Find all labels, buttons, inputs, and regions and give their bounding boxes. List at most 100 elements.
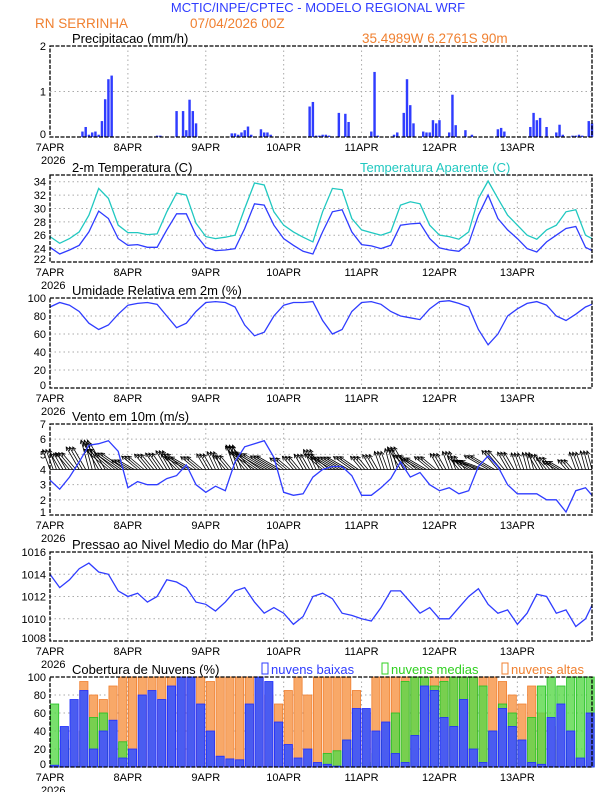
wind-arrowhead	[206, 450, 211, 456]
wind-arrowhead	[86, 442, 91, 447]
wind-arrowhead	[281, 455, 287, 461]
precip-bar	[577, 134, 581, 137]
cloud-bar-nuvens-baixas	[556, 703, 566, 768]
cloud-bar-nuvens-baixas	[244, 703, 254, 768]
wind-arrowhead	[303, 448, 307, 454]
wind-arrow	[583, 450, 590, 470]
cloud-bar-nuvens-baixas	[497, 708, 508, 768]
y-tick-label: 1008	[22, 633, 46, 645]
wind-arrowhead	[433, 452, 438, 458]
x-tick-label: 11APR	[345, 267, 379, 279]
precip-bar	[409, 105, 412, 137]
precip-bar	[503, 131, 506, 137]
cloud-bar-nuvens-baixas	[478, 762, 488, 768]
wind-arrow	[417, 456, 434, 470]
wind-arrow	[140, 453, 155, 470]
cloud-bar-nuvens-baixas	[235, 759, 245, 768]
wind-arrow	[297, 454, 307, 470]
cloud-bar-nuvens-baixas	[176, 676, 186, 768]
wind-arrow	[121, 455, 138, 470]
wind-arrow	[250, 455, 275, 470]
wind-arrow	[219, 455, 233, 470]
x-year-label: 2026	[41, 533, 65, 545]
wind-arrow	[80, 440, 90, 470]
wind-arrowhead	[444, 450, 450, 456]
wind-arrowhead	[560, 459, 565, 464]
wind-arrowhead	[571, 451, 576, 457]
precip-bar	[431, 120, 435, 137]
x-tick-label: 13APR	[500, 142, 535, 154]
wind-arrow	[87, 448, 112, 470]
wind-arrowhead	[469, 455, 475, 460]
wind-arrow	[160, 453, 177, 470]
panel-pres: 1008 1010 1012 1014 1016 7APR 8APR 9APR 10APR 11A…	[22, 537, 593, 671]
wind-arrow	[368, 454, 379, 470]
panel-title: Pressao ao Nivel Medio do Mar (hPa)	[72, 537, 289, 552]
wind-arrow	[276, 457, 291, 470]
plot-frame	[49, 297, 593, 389]
cloud-bar-nuvens-baixas	[166, 685, 176, 768]
wind-arrowhead	[209, 450, 214, 456]
wind-arrowhead	[390, 446, 395, 451]
cloud-bar-nuvens-baixas	[293, 757, 303, 768]
wind-arrow	[183, 456, 200, 470]
x-tick-label: 11APR	[345, 772, 379, 784]
wind-arrow	[282, 456, 294, 470]
cloud-bar-nuvens-baixas	[79, 690, 89, 768]
wind-arrowhead	[510, 452, 515, 457]
wind-arrow	[522, 452, 528, 470]
precip-bar	[561, 134, 565, 137]
wind-arrow	[542, 456, 554, 470]
cloud-bar-nuvens-baixas	[312, 762, 323, 768]
cloud-bar-nuvens-baixas	[137, 694, 147, 768]
cloud-bar-nuvens-baixas	[390, 753, 400, 768]
precip-bar	[532, 112, 535, 137]
wind-arrow	[542, 461, 557, 470]
series-line-wind-0	[49, 439, 593, 514]
wind-arrowhead	[481, 449, 486, 455]
precip-bar	[344, 113, 347, 137]
wind-arrowhead	[582, 450, 587, 455]
wind-arrowhead	[133, 453, 139, 459]
x-tick-label: 13APR	[500, 520, 535, 532]
y-tick-label: 80	[34, 690, 46, 702]
panel-title: Umidade Relativa em 2m (%)	[72, 283, 242, 298]
precip-bar	[373, 71, 376, 137]
wind-arrow	[243, 453, 271, 470]
wind-arrow	[313, 456, 336, 470]
wind-arrowhead	[542, 456, 547, 462]
wind-arrowhead	[448, 450, 453, 456]
y-tick-label: 32	[34, 190, 46, 202]
precip-bar	[464, 130, 467, 137]
cloud-bar-nuvens-baixas	[205, 730, 215, 768]
wind-arrowhead	[183, 456, 188, 461]
panel-cloud: 0 20 40 60 80 100 7APR 8APR 9APR 10APR 11APR 12APR 1…	[28, 662, 595, 792]
wind-arrow	[406, 457, 427, 470]
precip-bar	[428, 132, 431, 137]
wind-arrow	[82, 442, 100, 470]
precip-bar	[370, 131, 373, 137]
panel-title: 2-m Temperatura (C)	[72, 160, 192, 175]
y-tick-label: 1012	[22, 592, 46, 604]
series-line-temp-0	[49, 193, 593, 255]
y-tick-label: 22	[34, 254, 46, 266]
wind-arrow	[527, 454, 538, 470]
x-tick-label: 13APR	[500, 646, 535, 658]
wind-arrowhead	[310, 453, 315, 458]
wind-arrow	[530, 454, 541, 470]
precip-bar	[194, 123, 198, 137]
precip-bar	[451, 94, 454, 137]
wind-arrowhead	[503, 451, 508, 457]
wind-arrow	[563, 459, 573, 470]
precip-bar	[233, 133, 237, 137]
wind-arrowhead	[453, 455, 458, 461]
wind-arrowhead	[376, 450, 381, 456]
wind-arrowhead	[310, 456, 315, 461]
wind-arrowhead	[387, 446, 392, 451]
wind-arrowhead	[275, 457, 281, 462]
wind-arrowhead	[145, 452, 150, 458]
precip-bar	[438, 120, 441, 137]
cloud-bar-nuvens-baixas	[215, 755, 225, 768]
wind-arrow	[517, 452, 525, 470]
wind-arrowhead	[212, 454, 218, 460]
